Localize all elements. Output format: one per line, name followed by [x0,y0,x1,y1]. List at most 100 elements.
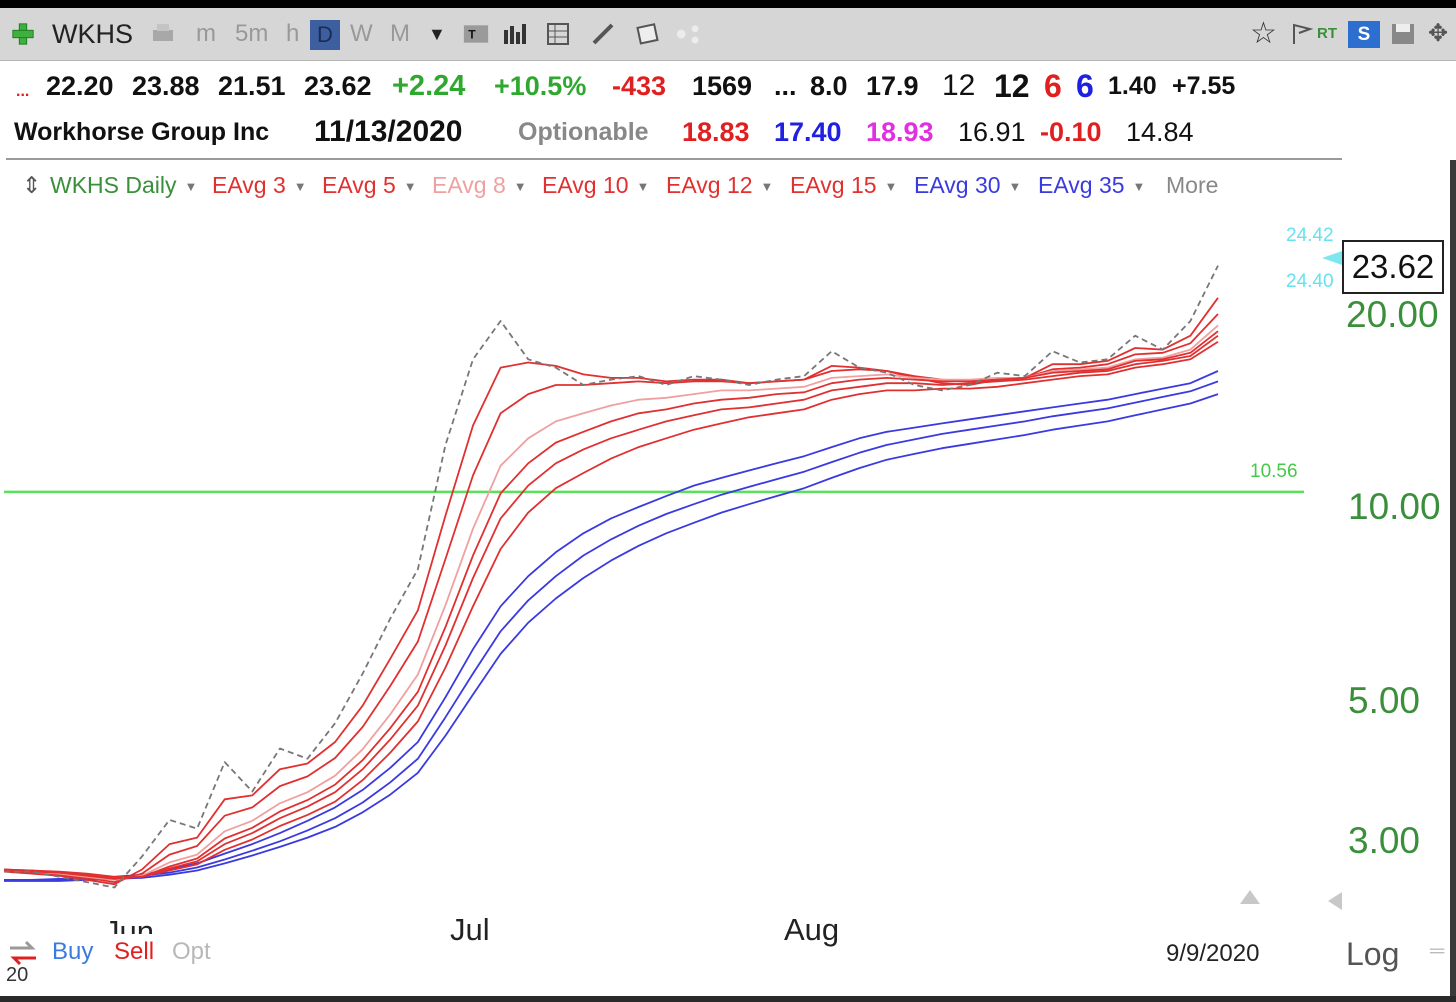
legend-item-label: EAvg 3 [212,172,286,198]
legend-item-label: EAvg 35 [1038,172,1125,198]
buy-button[interactable]: Buy [52,938,94,965]
log-scale-toggle[interactable]: Log [1346,936,1400,972]
timeframe-d-active[interactable]: D [310,20,340,50]
link-dots-icon[interactable] [676,22,702,46]
y-label-10: 10.00 [1348,486,1441,527]
right-edge-border [1450,160,1456,1002]
grid-add-icon[interactable] [546,22,572,46]
timeframe-5m[interactable]: 5m [235,20,269,47]
symbol-label[interactable]: WKHS [52,19,133,49]
chart-toolbar: WKHS m 5m h D W M ▼ T ☆ RT S ✥ [0,8,1456,61]
month-jun: Jun [104,914,154,934]
text-tool-icon[interactable]: T [463,22,489,46]
legend-item-eavg35[interactable]: EAvg 35 ▼ [1038,168,1145,202]
quote-val4: 17.9 [866,71,919,101]
legend-item-label: EAvg 5 [322,172,396,198]
legend-more[interactable]: More [1166,172,1219,198]
price-pointer-icon [1322,251,1342,265]
opt-button[interactable]: Opt [172,938,211,965]
price-tick-low: 24.40 [1286,271,1334,292]
timeframe-m[interactable]: m [196,20,216,47]
timeframe-mo[interactable]: M [390,20,410,47]
notes-icon[interactable] [634,22,660,46]
series-line-eavg-10 [3,330,1219,880]
legend-item-label: EAvg 10 [542,172,629,198]
legend-item-eavg8[interactable]: EAvg 8 ▼ [432,168,527,202]
flag-icon[interactable] [1290,22,1316,46]
quote-val1: -433 [612,71,667,101]
legend-item-eavg12[interactable]: EAvg 12 ▼ [666,168,773,202]
quote2-v1: 18.83 [682,117,750,147]
quote-ellipsis: ... [774,71,797,101]
scroll-up-icon[interactable] [1240,890,1260,904]
quote-val7: 6 [1044,68,1062,104]
quote2-v6: 14.84 [1126,117,1194,147]
scroll-left-icon[interactable] [1328,892,1342,910]
chart-footer: Buy Sell Opt 20 9/9/2020 Log ═ [0,930,1456,1002]
series-line-eavg-30 [4,380,1219,881]
quote-row-1: ... 22.20 23.88 21.51 23.62 +2.24 +10.5%… [0,64,1456,108]
s-button[interactable]: S [1348,21,1380,48]
add-green-icon[interactable] [10,22,36,46]
expand-icon[interactable]: ═ [1430,940,1445,962]
legend-title[interactable]: WKHS Daily ▼ [50,168,197,202]
printer-icon[interactable] [150,22,176,46]
quote-val6: 12 [994,68,1030,104]
legend-item-eavg3[interactable]: EAvg 3 ▼ [212,168,307,202]
quote-date: 11/13/2020 [314,115,463,148]
quote-low: 21.51 [218,71,286,101]
legend-item-label: EAvg 15 [790,172,877,198]
quote-change-pct: +10.5% [494,71,587,101]
quote-val2: 1569 [692,71,753,101]
legend-item-label: EAvg 30 [914,172,1001,198]
quote-val3: 8.0 [810,71,848,101]
quote-val10: +7.55 [1172,72,1236,100]
legend-item-label: EAvg 8 [432,172,506,198]
chevron-down-icon: ▼ [884,178,898,194]
legend-item-eavg15[interactable]: EAvg 15 ▼ [790,168,897,202]
timeframe-dropdown-icon[interactable]: ▼ [428,24,446,44]
series-line-eavg-3 [3,297,1219,886]
save-disk-icon[interactable] [1390,22,1416,46]
timeframe-w[interactable]: W [350,20,373,47]
quote-open: 22.20 [46,71,114,101]
footer-small-label: 20 [6,964,29,986]
month-jul: Jul [450,912,490,947]
chevron-down-icon: ▼ [293,178,307,194]
svg-text:T: T [468,27,476,41]
series-line-eavg-12 [3,334,1219,879]
quote-change: +2.24 [392,70,466,102]
legend-item-eavg30[interactable]: EAvg 30 ▼ [914,168,1021,202]
rt-label[interactable]: RT [1317,25,1337,42]
legend-drag-icon[interactable]: ⇕ [22,172,42,198]
buy-sell-arrows-icon[interactable] [6,938,40,968]
quote-val5: 12 [942,69,976,102]
month-aug: Aug [784,912,840,947]
bar-chart-icon[interactable] [502,22,528,46]
series-line-ema-7 [4,370,1219,881]
legend-item-eavg10[interactable]: EAvg 10 ▼ [542,168,649,202]
timeframe-h[interactable]: h [286,20,300,47]
star-icon[interactable]: ☆ [1250,17,1277,50]
quote-last: 23.62 [304,71,372,101]
pencil-icon[interactable] [590,22,616,46]
chevron-down-icon: ▼ [1008,178,1022,194]
window-bottom-border [0,996,1456,1002]
move-icon[interactable]: ✥ [1428,20,1449,47]
header-divider [6,158,1342,160]
company-name: Workhorse Group Inc [14,118,270,146]
quote2-v3: 18.93 [866,117,934,147]
price-chart[interactable] [0,200,1456,930]
legend-item-eavg5[interactable]: EAvg 5 ▼ [322,168,417,202]
last-price-box: 23.62 [1342,240,1444,294]
series-line-eavg-15 [3,341,1219,878]
chevron-down-icon: ▼ [184,178,198,194]
window-top-border [0,0,1456,8]
chevron-down-icon: ▼ [760,178,774,194]
quote-row-2: Workhorse Group Inc 11/13/2020 Optionabl… [0,110,1456,154]
chevron-down-icon: ▼ [513,178,527,194]
series-line-eavg-8 [3,324,1219,881]
quote-val9: 1.40 [1108,72,1157,100]
quote-high: 23.88 [132,71,200,101]
sell-button[interactable]: Sell [114,938,155,965]
